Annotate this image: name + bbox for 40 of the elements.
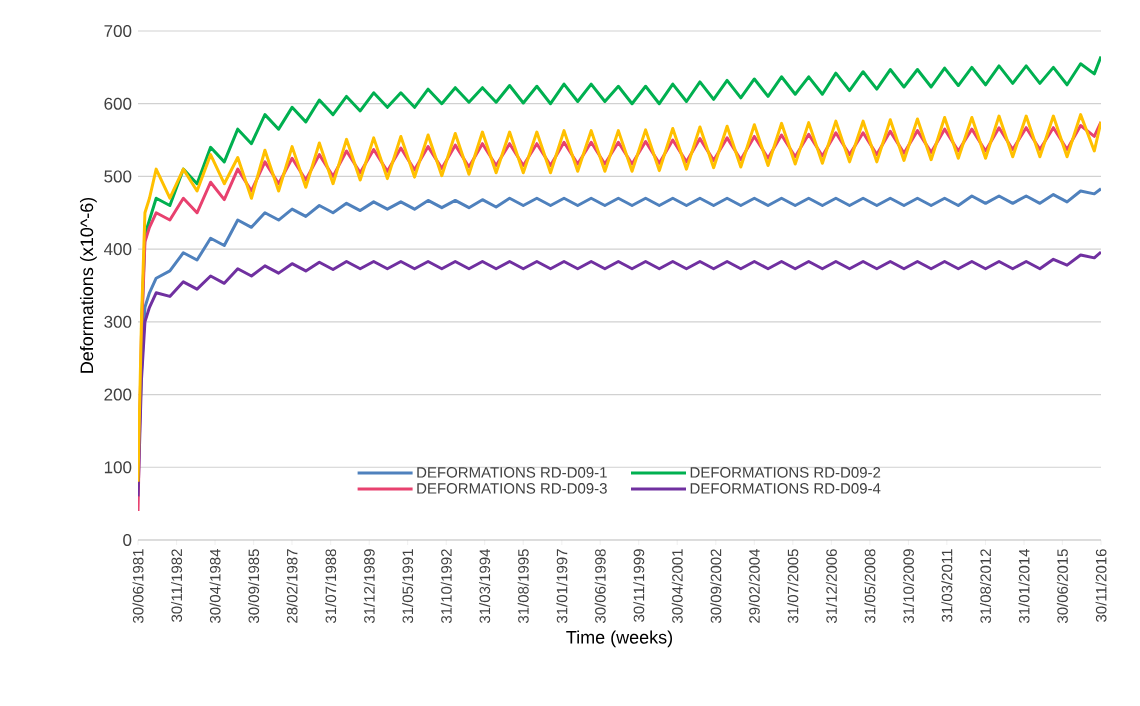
x-tick-label: 30/06/1981 <box>132 549 144 624</box>
x-tick-label: 31/03/1994 <box>479 548 491 624</box>
x-tick-label: 30/06/1998 <box>594 549 606 624</box>
y-tick-label: 300 <box>104 315 132 328</box>
x-tick-label: 31/08/2012 <box>979 549 991 624</box>
y-tick-label: 100 <box>104 461 132 474</box>
x-tick-label: 30/11/1999 <box>633 549 645 622</box>
x-tick-label: 31/01/1997 <box>556 549 568 624</box>
x-tick-label: 30/11/2016 <box>1095 549 1107 622</box>
x-tick-label: 31/08/1995 <box>517 549 529 624</box>
x-tick-label: 30/09/1985 <box>248 549 260 624</box>
x-tick-label: 30/11/1982 <box>171 549 183 622</box>
x-tick-label: 30/09/2002 <box>710 549 722 624</box>
x-tick-label: 31/10/1992 <box>440 549 452 624</box>
x-tick-label: 31/12/2006 <box>825 549 837 624</box>
y-tick-label: 200 <box>104 388 132 401</box>
x-tick-label: 28/02/1987 <box>286 549 298 623</box>
x-tick-label: 31/03/2011 <box>941 549 953 622</box>
x-tick-label: 30/06/2015 <box>1056 549 1068 624</box>
x-tick-label: 30/04/1984 <box>209 548 221 624</box>
legend-label: DEFORMATIONS RD-D09-2 <box>690 467 881 478</box>
y-tick-label: 500 <box>104 170 132 183</box>
x-axis-title: Time (weeks) <box>566 630 673 648</box>
x-tick-label: 31/07/1988 <box>325 549 337 624</box>
x-tick-label: 31/05/1991 <box>402 549 414 624</box>
x-tick-label: 31/10/2009 <box>902 549 914 624</box>
x-tick-label: 30/04/2001 <box>671 549 683 624</box>
x-tick-label: 31/07/2005 <box>787 549 799 624</box>
y-tick-label: 600 <box>104 97 132 110</box>
legend-label: DEFORMATIONS RD-D09-4 <box>690 483 881 494</box>
y-tick-label: 400 <box>104 243 132 256</box>
x-tick-label: 31/01/2014 <box>1018 548 1030 624</box>
x-tick-label: 31/12/1989 <box>363 549 375 624</box>
y-tick-label: 700 <box>104 24 132 38</box>
x-tick-label: 29/02/2004 <box>748 548 760 623</box>
legend-label: DEFORMATIONS RD-D09-3 <box>417 483 607 494</box>
legend-label: DEFORMATIONS RD-D09-1 <box>417 467 607 478</box>
y-axis-title: Deformations (x10^-6) <box>79 197 97 373</box>
x-tick-label: 31/05/2008 <box>864 549 876 624</box>
y-tick-label: 0 <box>123 533 132 547</box>
